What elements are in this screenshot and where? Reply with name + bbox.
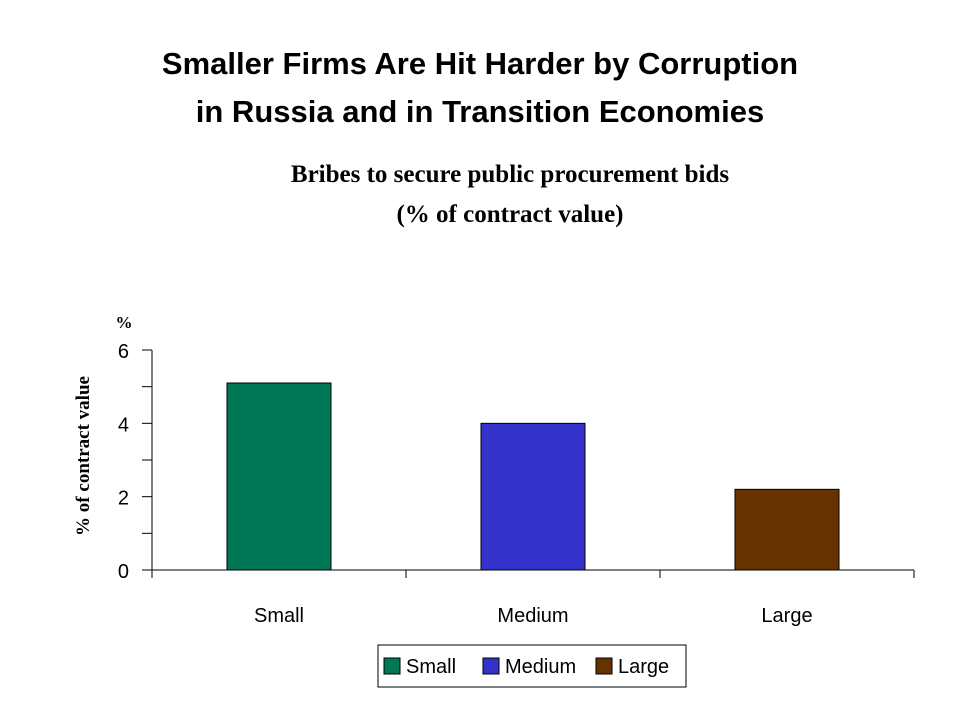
y-tick-label: 4 xyxy=(118,414,129,436)
y-axis-label: % of contract value xyxy=(73,376,94,536)
legend-swatch-small xyxy=(383,657,401,675)
y-tick-label: 6 xyxy=(118,341,129,363)
x-tick-label: Small xyxy=(254,605,304,627)
y-tick-label: 2 xyxy=(118,488,129,510)
legend-swatch-medium xyxy=(482,657,500,675)
legend-box xyxy=(377,644,687,688)
bar-small xyxy=(226,382,332,571)
bar-medium xyxy=(480,422,586,571)
slide-title: Smaller Firms Are Hit Harder by Corrupti… xyxy=(0,40,960,136)
legend-swatch-large xyxy=(595,657,613,675)
chart-title: Bribes to secure public procurement bids… xyxy=(210,155,810,235)
y-tick-label: 0 xyxy=(118,561,129,583)
x-tick-label: Large xyxy=(761,605,812,627)
chart-title-line2: (% of contract value) xyxy=(396,201,624,228)
legend: Small Medium Large xyxy=(377,644,687,688)
legend-label-medium: Medium xyxy=(505,656,576,678)
legend-label-large: Large xyxy=(618,656,669,678)
slide-title-line1: Smaller Firms Are Hit Harder by Corrupti… xyxy=(161,46,799,81)
y-unit-label: % xyxy=(116,313,133,332)
legend-label-small: Small xyxy=(406,656,456,678)
slide-title-line2: in Russia and in Transition Economies xyxy=(195,94,765,129)
x-tick-label: Medium xyxy=(497,605,568,627)
chart-title-line1: Bribes to secure public procurement bids xyxy=(290,161,730,188)
bar-large xyxy=(734,488,840,571)
plot-area: 0 2 4 6 Small Medium Large xyxy=(118,341,915,627)
